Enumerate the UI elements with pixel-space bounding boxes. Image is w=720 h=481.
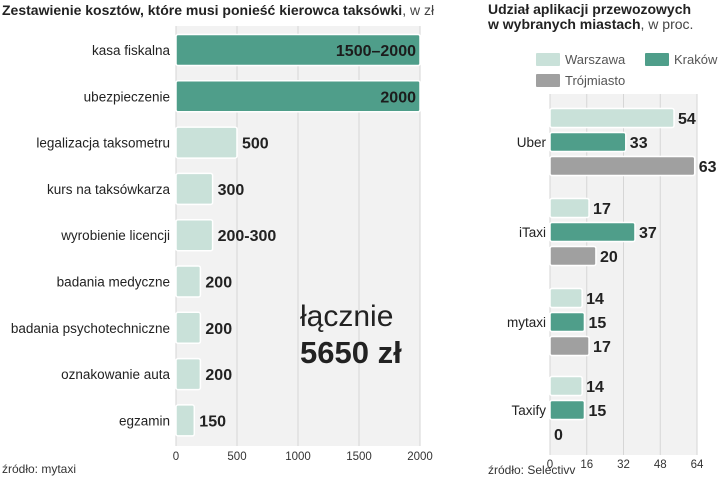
left-value-label: 500 <box>242 136 269 153</box>
legend-label: Warszawa <box>565 52 626 67</box>
left-category-label: wyrobienie licencji <box>60 228 170 243</box>
left-bar <box>175 357 202 391</box>
left-bar <box>175 172 214 206</box>
left-value-label: 1500–2000 <box>336 43 416 60</box>
right-value-label: 20 <box>600 249 618 266</box>
right-bar <box>549 399 586 421</box>
left-bar <box>175 218 214 252</box>
right-chart-title-line1: Udział aplikacji przewozowych <box>488 1 692 17</box>
right-chart-title-unit: , w proc. <box>640 16 694 32</box>
right-value-label: 37 <box>639 225 657 242</box>
right-bar <box>549 197 590 219</box>
right-x-tick-label: 64 <box>691 459 704 471</box>
left-category-label: kurs na taksówkarza <box>47 182 171 197</box>
left-bar <box>175 33 421 67</box>
left-category-label: ubezpieczenie <box>84 89 170 104</box>
right-category-label: Uber <box>517 135 547 150</box>
left-chart-title-text: Zestawienie kosztów, które musi ponieść … <box>2 2 403 18</box>
left-category-label: badania medyczne <box>57 275 170 290</box>
legend-swatch <box>536 53 560 66</box>
right-x-tick-label: 0 <box>547 459 553 471</box>
left-value-label: 200-300 <box>218 228 277 245</box>
legend-swatch <box>536 74 560 87</box>
right-bar <box>549 375 583 397</box>
legend-label: Kraków <box>674 52 718 67</box>
right-value-label: 15 <box>588 315 606 332</box>
left-value-label: 200 <box>205 275 232 292</box>
left-value-label: 300 <box>218 182 245 199</box>
right-bar <box>549 107 675 129</box>
left-category-label: legalizacja taksometru <box>36 136 170 151</box>
left-x-tick-label: 500 <box>227 451 246 463</box>
right-chart-title-line2: w wybranych miastach <box>488 16 641 32</box>
left-value-label: 200 <box>205 321 232 338</box>
right-bar <box>549 131 627 153</box>
legend-swatch <box>645 53 669 66</box>
right-category-label: iTaxi <box>519 225 546 240</box>
left-bar <box>175 126 238 159</box>
right-bar <box>549 311 586 333</box>
right-x-tick-label: 48 <box>654 459 667 471</box>
left-bar <box>175 265 202 298</box>
right-bar <box>549 335 590 357</box>
left-bar <box>175 80 421 113</box>
left-value-label: 2000 <box>380 89 416 106</box>
right-bar <box>549 155 696 177</box>
right-bar <box>549 221 636 243</box>
left-x-tick-label: 0 <box>173 451 179 463</box>
left-x-tick-label: 2000 <box>407 451 433 463</box>
right-value-label: 33 <box>630 135 648 152</box>
left-chart-title-unit: , w zł <box>402 2 435 18</box>
left-category-label: oznakowanie auta <box>61 367 170 382</box>
left-chart-title: Zestawienie kosztów, które musi ponieść … <box>2 2 434 18</box>
left-value-label: 150 <box>199 413 226 430</box>
right-value-label: 63 <box>699 159 717 176</box>
right-category-label: mytaxi <box>507 315 546 330</box>
left-x-tick-label: 1500 <box>346 451 372 463</box>
total-label: łącznie <box>300 300 393 333</box>
left-value-label: 200 <box>205 367 232 384</box>
right-value-label: 14 <box>586 291 604 308</box>
right-source-note: źródło: Selectivv <box>488 463 576 477</box>
left-source-note: źródło: mytaxi <box>2 462 77 476</box>
left-category-label: kasa fiskalna <box>92 43 171 58</box>
right-x-tick-label: 16 <box>580 459 593 471</box>
right-value-label: 54 <box>678 111 696 128</box>
right-value-label: 15 <box>588 403 606 420</box>
left-category-label: egzamin <box>119 413 170 428</box>
right-category-label: Taxify <box>511 403 546 418</box>
left-bar <box>175 311 202 345</box>
right-bar <box>549 245 597 267</box>
left-x-tick-label: 1000 <box>285 451 311 463</box>
right-x-tick-label: 32 <box>617 459 630 471</box>
right-value-label: 17 <box>593 201 611 218</box>
right-value-label: 14 <box>586 379 604 396</box>
right-bar <box>549 287 583 309</box>
legend-label: Trójmiasto <box>565 73 625 88</box>
total-value: 5650 zł <box>300 335 402 370</box>
right-value-label: 17 <box>593 339 611 356</box>
left-category-label: badania psychotechniczne <box>11 321 170 336</box>
right-chart-title: Udział aplikacji przewozowych w wybranyc… <box>488 2 693 32</box>
left-bar <box>175 404 196 437</box>
right-value-label: 0 <box>554 427 563 444</box>
